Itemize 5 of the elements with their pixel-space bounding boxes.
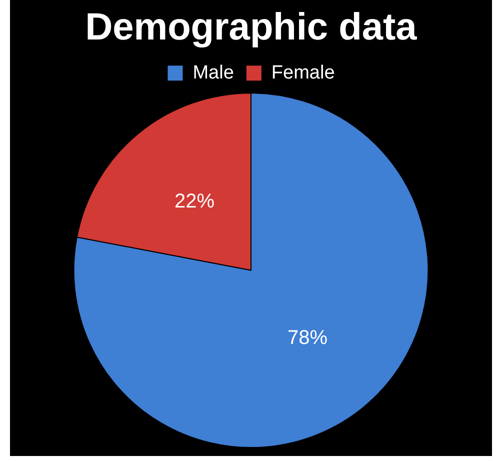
data-label: 22% [174,190,215,213]
data-label: 78% [287,327,328,350]
chart-title: Demographic data [85,6,418,48]
legend-label: Female [271,62,335,84]
legend-label: Male [192,62,234,84]
